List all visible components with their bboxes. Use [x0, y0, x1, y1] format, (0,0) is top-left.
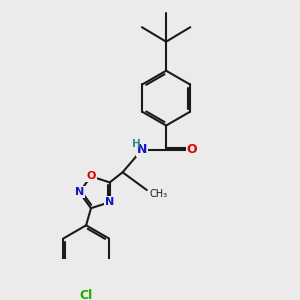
Text: N: N	[105, 197, 114, 207]
Text: CH₃: CH₃	[150, 189, 168, 199]
Text: N: N	[137, 143, 147, 156]
Text: O: O	[86, 171, 96, 181]
Text: N: N	[75, 187, 84, 197]
Text: H: H	[132, 139, 140, 149]
Text: Cl: Cl	[80, 290, 93, 300]
Text: O: O	[187, 143, 197, 156]
